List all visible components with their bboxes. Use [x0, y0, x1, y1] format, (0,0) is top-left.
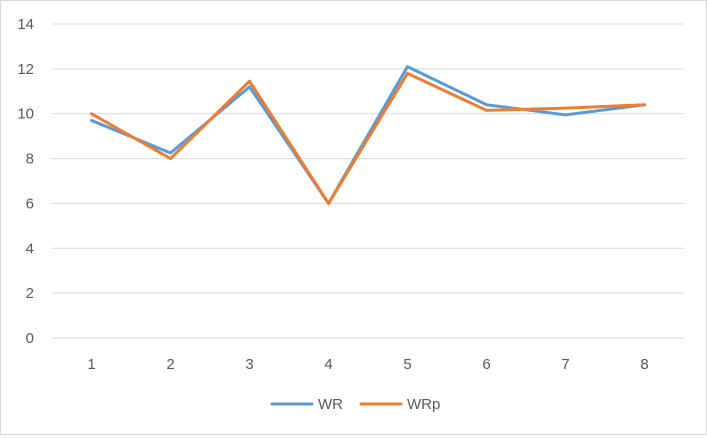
x-tick-label: 4: [324, 356, 332, 373]
y-tick-label: 8: [26, 151, 34, 168]
series-lines: [91, 67, 644, 204]
x-tick-label: 7: [561, 356, 569, 373]
x-tick-label: 8: [640, 356, 648, 373]
gridlines: [52, 24, 684, 338]
y-tick-label: 2: [26, 285, 34, 302]
legend-label: WRp: [407, 396, 440, 413]
x-axis-ticks: 1 2 3 4 5 6 7 8: [87, 356, 648, 373]
y-axis-ticks: 0 2 4 6 8 10 12 14: [17, 16, 34, 347]
y-tick-label: 14: [17, 16, 34, 33]
x-tick-label: 2: [166, 356, 174, 373]
legend-label: WR: [318, 396, 343, 413]
x-tick-label: 5: [403, 356, 411, 373]
series-line-wr: [92, 67, 645, 204]
x-tick-label: 3: [245, 356, 253, 373]
y-tick-label: 12: [17, 61, 34, 78]
series-wr: [91, 67, 644, 204]
y-tick-label: 4: [26, 240, 34, 257]
x-tick-label: 6: [482, 356, 490, 373]
x-tick-label: 1: [87, 356, 95, 373]
series-line-wrp: [92, 73, 645, 203]
legend-item-wrp: WRp: [361, 396, 440, 413]
legend: WR WRp: [272, 396, 440, 413]
y-tick-label: 6: [26, 195, 34, 212]
y-tick-label: 10: [17, 106, 34, 123]
series-wrp: [91, 73, 644, 203]
legend-item-wr: WR: [272, 396, 343, 413]
y-tick-label: 0: [26, 330, 34, 347]
